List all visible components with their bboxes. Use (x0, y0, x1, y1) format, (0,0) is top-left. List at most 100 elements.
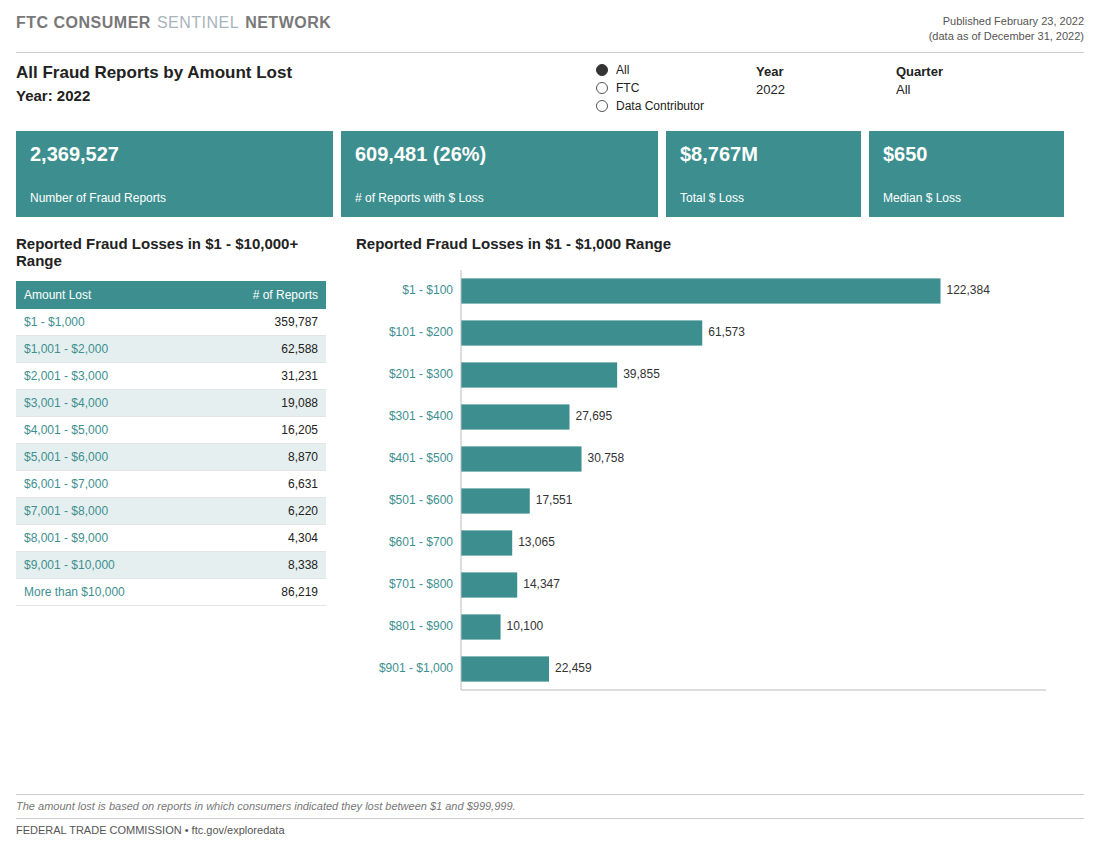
published: Published February 23, 2022(data as of D… (929, 14, 1084, 44)
filters: All Fraud Reports by Amount Lost Year: 20… (16, 63, 1084, 117)
section-title-block: All Fraud Reports by Amount Lost Year: 20… (16, 63, 596, 104)
kpi-row: 2,369,527 Number of Fraud Reports 609,481 … (16, 131, 1084, 217)
table-row-value: 8,870 (199, 444, 326, 471)
year-label: Year (756, 63, 896, 81)
radio-label: Data Contributor (616, 99, 704, 113)
radio-option[interactable]: Data Contributor (596, 99, 756, 113)
table-row-value: 8,338 (199, 552, 326, 579)
table-row-value: 6,631 (199, 471, 326, 498)
radio-dot[interactable] (596, 64, 608, 76)
chart-panel: Reported Fraud Losses in $1 - $1,000 Ran… (356, 235, 1084, 794)
published-line: (data as of December 31, 2022) (929, 29, 1084, 44)
table-row-label: $5,001 - $6,000 (16, 444, 199, 471)
data-label: 22,459 (555, 661, 592, 675)
kpi-label: Total $ Loss (680, 191, 847, 205)
bar (461, 446, 582, 471)
footer: The amount lost is based on reports in w… (16, 794, 1084, 836)
category-label: $501 - $600 (389, 493, 453, 507)
bar (461, 404, 570, 429)
table-row-label: $7,001 - $8,000 (16, 498, 199, 525)
table-row: $5,001 - $6,0008,870 (16, 444, 326, 471)
table-row: $9,001 - $10,0008,338 (16, 552, 326, 579)
data-label: 14,347 (523, 577, 560, 591)
table-row: $2,001 - $3,00031,231 (16, 363, 326, 390)
table-row-label: $1,001 - $2,000 (16, 336, 199, 363)
data-label: 10,100 (507, 619, 544, 633)
table-row: More than $10,00086,219 (16, 579, 326, 606)
y-axis-line (461, 270, 462, 690)
bar-chart: $1 - $100$101 - $200$201 - $300$301 - $4… (356, 264, 1066, 704)
table-row-label: $6,001 - $7,000 (16, 471, 199, 498)
radio-option[interactable]: FTC (596, 81, 756, 95)
table-row: $4,001 - $5,00016,205 (16, 417, 326, 444)
kpi-value: 2,369,527 (30, 143, 319, 166)
data-label: 61,573 (708, 325, 745, 339)
radio-option[interactable]: All (596, 63, 756, 77)
kpi-label: Median $ Loss (883, 191, 1050, 205)
year-select: Year2022 (756, 63, 896, 99)
category-label: $401 - $500 (389, 451, 453, 465)
table-row-label: $4,001 - $5,000 (16, 417, 199, 444)
table-row-value: 4,304 (199, 525, 326, 552)
section-title: All Fraud Reports by Amount Lost (16, 63, 596, 83)
table-row: $3,001 - $4,00019,088 (16, 390, 326, 417)
table-header-cell: Amount Lost (16, 281, 199, 309)
category-label: $601 - $700 (389, 535, 453, 549)
header: FTC CONSUMERSENTINELNETWORKPublished Feb… (16, 14, 1084, 53)
bar (461, 362, 617, 387)
bar (461, 572, 517, 597)
page: FTC CONSUMERSENTINELNETWORKPublished Feb… (0, 0, 1100, 850)
table-row-value: 31,231 (199, 363, 326, 390)
category-label: $801 - $900 (389, 619, 453, 633)
table-row-value: 86,219 (199, 579, 326, 606)
table-row-value: 62,588 (199, 336, 326, 363)
table-title: Reported Fraud Losses in $1 - $10,000+ R… (16, 235, 326, 269)
radio-dot[interactable] (596, 100, 608, 112)
category-label: $101 - $200 (389, 325, 453, 339)
kpi-label: Number of Fraud Reports (30, 191, 319, 205)
bars (461, 278, 941, 681)
table-row-label: More than $10,000 (16, 579, 199, 606)
quarter-value: All (896, 82, 910, 97)
table-header-cell: # of Reports (199, 281, 326, 309)
radio-label: All (616, 63, 629, 77)
bar (461, 320, 702, 345)
chart-title: Reported Fraud Losses in $1 - $1,000 Ran… (356, 235, 1084, 252)
table-row: $8,001 - $9,0004,304 (16, 525, 326, 552)
section-subtitle: Year: 2022 (16, 87, 596, 104)
footer-note: The amount lost is based on reports in w… (16, 800, 1084, 819)
year-value: 2022 (756, 82, 785, 97)
radio-group: All FTC Data Contributor (596, 63, 756, 117)
category-label: $901 - $1,000 (379, 661, 453, 675)
brand-word: SENTINEL (157, 14, 239, 31)
kpi-box: 2,369,527 Number of Fraud Reports (16, 131, 333, 217)
bar (461, 614, 501, 639)
table-row-label: $3,001 - $4,000 (16, 390, 199, 417)
published-line: Published February 23, 2022 (929, 14, 1084, 29)
main: Reported Fraud Losses in $1 - $10,000+ R… (16, 235, 1084, 794)
bar (461, 278, 941, 303)
table-row-value: 19,088 (199, 390, 326, 417)
table-panel: Reported Fraud Losses in $1 - $10,000+ R… (16, 235, 326, 794)
table-row: $1,001 - $2,00062,588 (16, 336, 326, 363)
data-label: 30,758 (588, 451, 625, 465)
table-row-label: $2,001 - $3,000 (16, 363, 199, 390)
table-row-value: 16,205 (199, 417, 326, 444)
brand-word: NETWORK (245, 14, 331, 31)
quarter-select: QuarterAll (896, 63, 1036, 99)
kpi-value: $650 (883, 143, 1050, 166)
category-label: $201 - $300 (389, 367, 453, 381)
table-row: $1 - $1,000359,787 (16, 309, 326, 336)
table-row-label: $1 - $1,000 (16, 309, 199, 336)
category-label: $701 - $800 (389, 577, 453, 591)
table-header: Amount Lost# of Reports (16, 281, 326, 309)
table-row-label: $9,001 - $10,000 (16, 552, 199, 579)
kpi-box: 609,481 (26%)# of Reports with $ Loss (341, 131, 658, 217)
table: Amount Lost# of Reports$1 - $1,000359,78… (16, 281, 326, 606)
table-row-label: $8,001 - $9,000 (16, 525, 199, 552)
kpi-box: $8,767MTotal $ Loss (666, 131, 861, 217)
radio-dot[interactable] (596, 82, 608, 94)
bar (461, 488, 530, 513)
bar (461, 530, 512, 555)
quarter-label: Quarter (896, 63, 1036, 81)
